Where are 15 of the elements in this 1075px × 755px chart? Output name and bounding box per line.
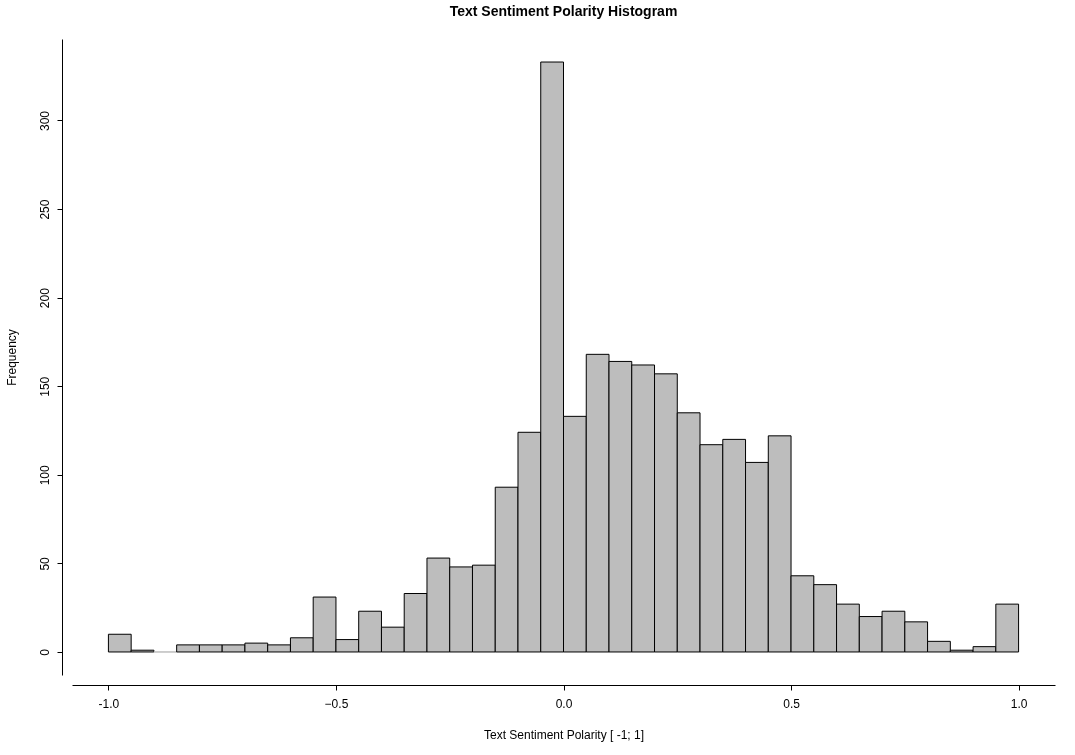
y-tick-label: 0	[37, 648, 52, 656]
x-tick-label: 0.0	[555, 696, 573, 711]
x-tick-label: −0.5	[324, 696, 349, 711]
y-tick-label: 250	[37, 199, 52, 220]
x-axis-title: Text Sentiment Polarity [ -1; 1]	[483, 727, 645, 742]
y-tick-label: 200	[37, 287, 52, 309]
y-tick-label: 150	[37, 376, 52, 397]
y-tick-label: 50	[37, 556, 52, 571]
x-tick-label: 1.0	[1010, 696, 1028, 711]
y-tick-label: 300	[37, 110, 52, 132]
x-tick-label: 0.5	[783, 696, 801, 711]
y-tick-label: 100	[37, 464, 52, 486]
x-tick-label: -1.0	[98, 696, 120, 711]
chart-title: Text Sentiment Polarity Histogram	[449, 3, 678, 19]
y-axis-title: Frequency	[4, 329, 19, 386]
